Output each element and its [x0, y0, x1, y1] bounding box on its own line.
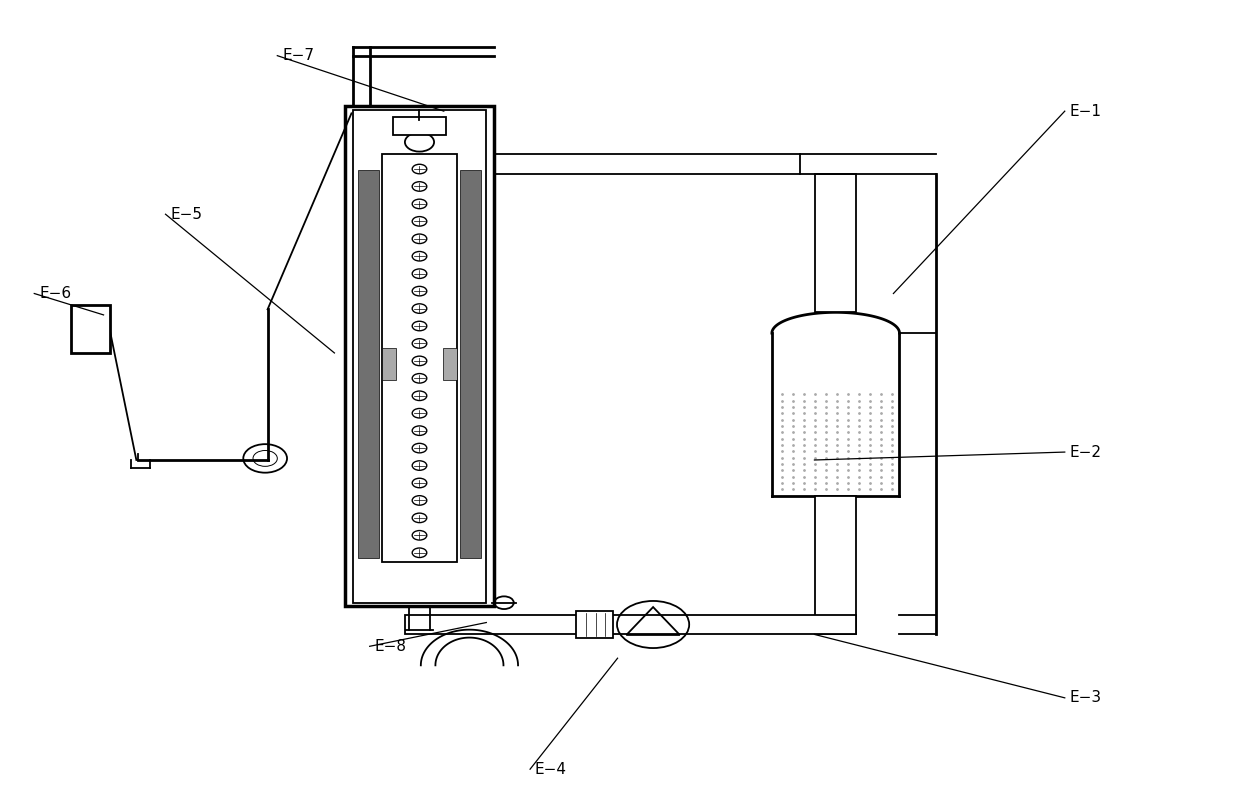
Text: E−7: E−7 — [283, 49, 314, 63]
Text: E−2: E−2 — [1070, 445, 1101, 460]
Bar — [443, 348, 458, 380]
Bar — [494, 154, 800, 174]
Bar — [393, 117, 446, 135]
Bar — [460, 170, 481, 558]
Bar — [404, 615, 857, 634]
Text: E−6: E−6 — [40, 286, 71, 301]
Text: E−1: E−1 — [1070, 104, 1101, 119]
Bar — [71, 306, 109, 353]
Bar — [815, 496, 857, 634]
Bar — [577, 612, 613, 637]
Bar — [815, 174, 857, 312]
Bar — [346, 107, 494, 606]
Bar — [382, 154, 458, 562]
Bar — [357, 170, 379, 558]
Text: E−5: E−5 — [170, 207, 202, 222]
Bar — [382, 348, 397, 380]
Text: E−3: E−3 — [1070, 690, 1102, 705]
Text: E−4: E−4 — [534, 762, 567, 777]
Bar — [352, 109, 486, 603]
Text: E−8: E−8 — [374, 639, 407, 654]
